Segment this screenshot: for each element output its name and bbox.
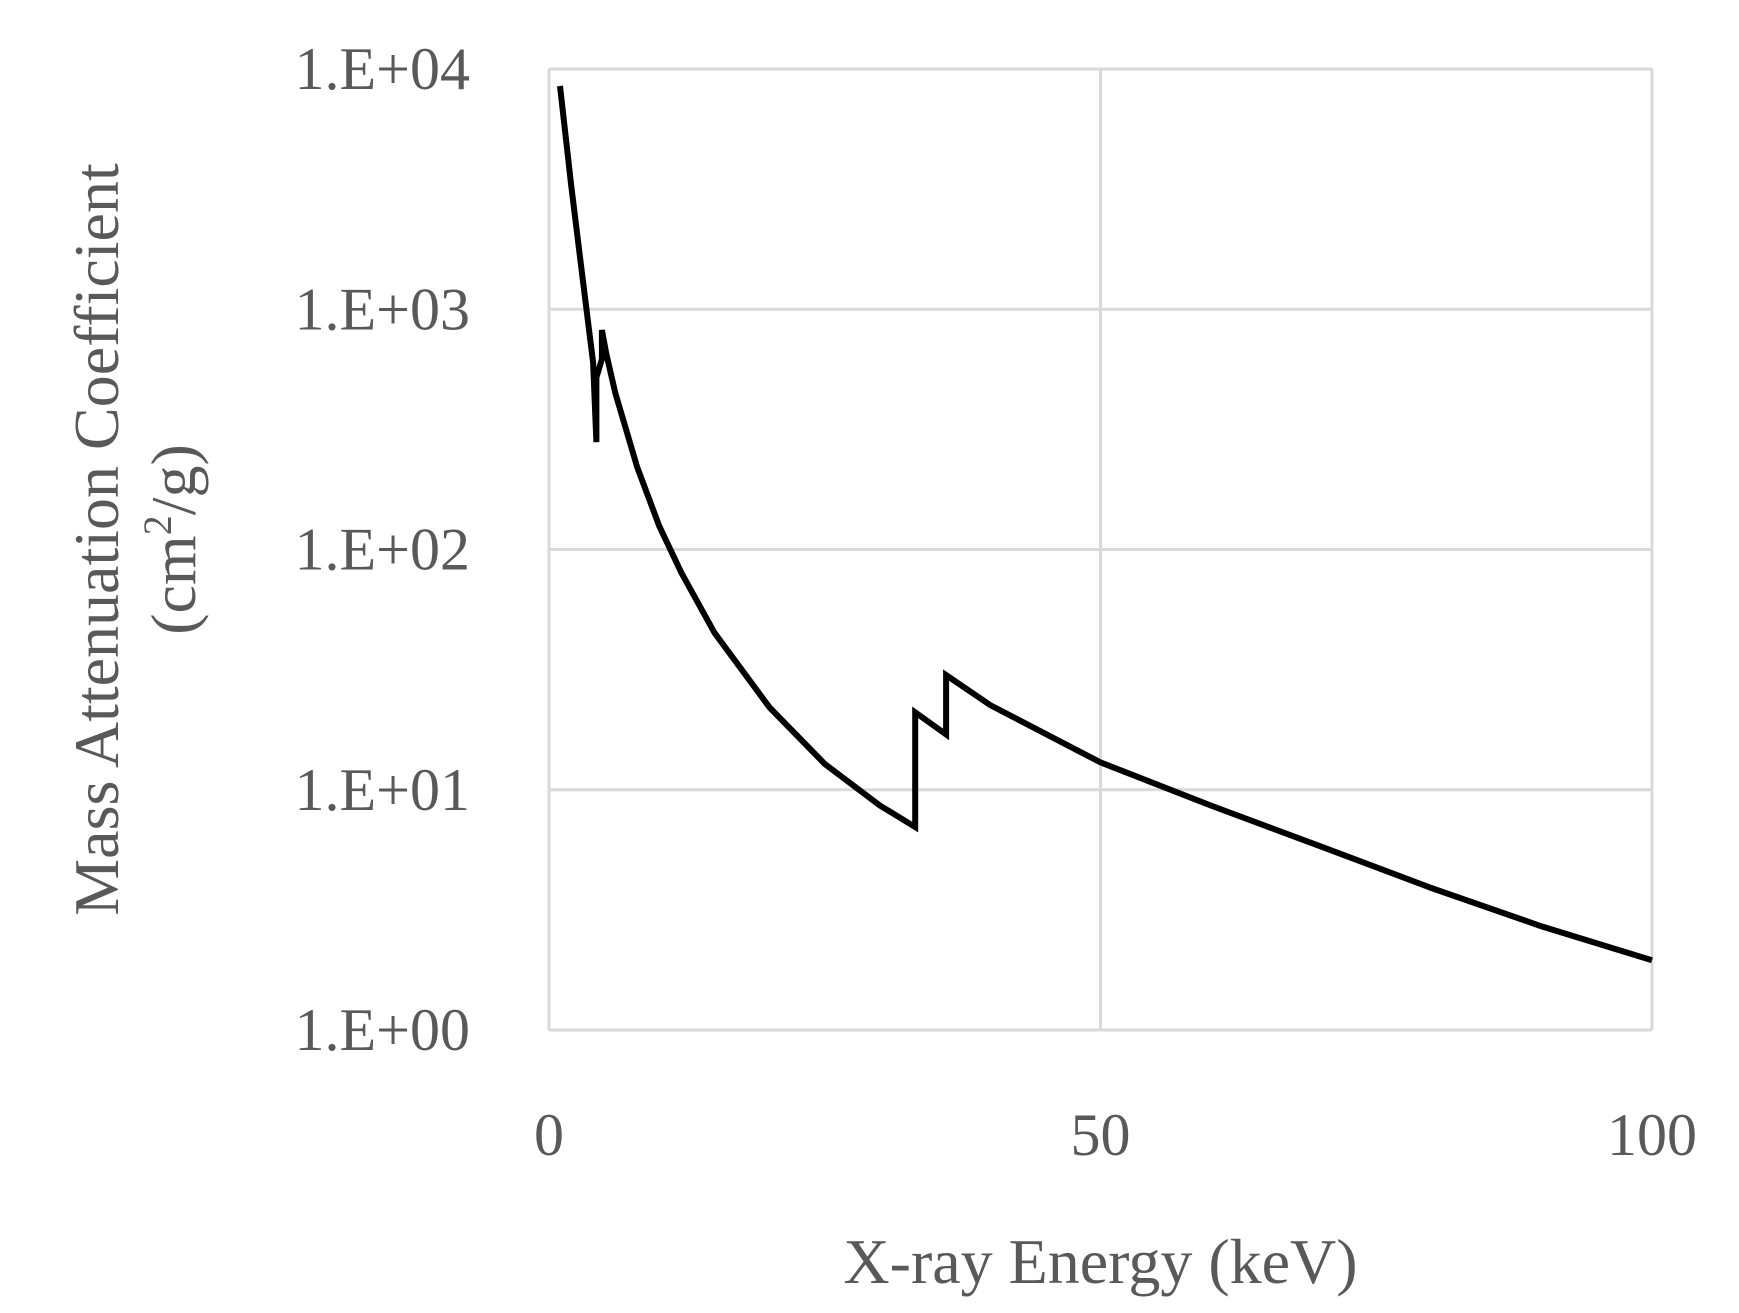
y-axis-unit-superscript: 2 — [135, 515, 180, 535]
x-tick-label: 100 — [1607, 1102, 1697, 1168]
y-tick-labels: 1.E+00 1.E+01 1.E+02 1.E+03 1.E+04 — [295, 36, 471, 1063]
y-tick-label: 1.E+01 — [295, 757, 471, 823]
y-axis-title: Mass Attenuation Coefficient (cm2/g) — [61, 163, 209, 916]
y-tick-label: 1.E+03 — [295, 276, 471, 342]
y-axis-unit-main: (cm — [138, 535, 209, 635]
series-line — [557, 85, 1653, 964]
x-tick-label: 50 — [1071, 1102, 1131, 1168]
y-tick-label: 1.E+00 — [295, 997, 471, 1063]
y-axis-title-line2: (cm2/g) — [135, 444, 209, 635]
series-layer — [557, 85, 1653, 964]
x-tick-label: 0 — [534, 1102, 564, 1168]
y-tick-label: 1.E+04 — [295, 36, 471, 102]
y-axis-unit-end: /g) — [138, 444, 209, 515]
grid-layer — [549, 67, 1654, 1030]
y-axis-title-line1: Mass Attenuation Coefficient — [61, 163, 132, 916]
y-tick-label: 1.E+02 — [295, 517, 471, 583]
axis-layer — [547, 69, 1652, 1032]
x-tick-labels: 0 50 100 — [534, 1102, 1697, 1168]
x-axis-title: X-ray Energy (keV) — [843, 1226, 1357, 1297]
